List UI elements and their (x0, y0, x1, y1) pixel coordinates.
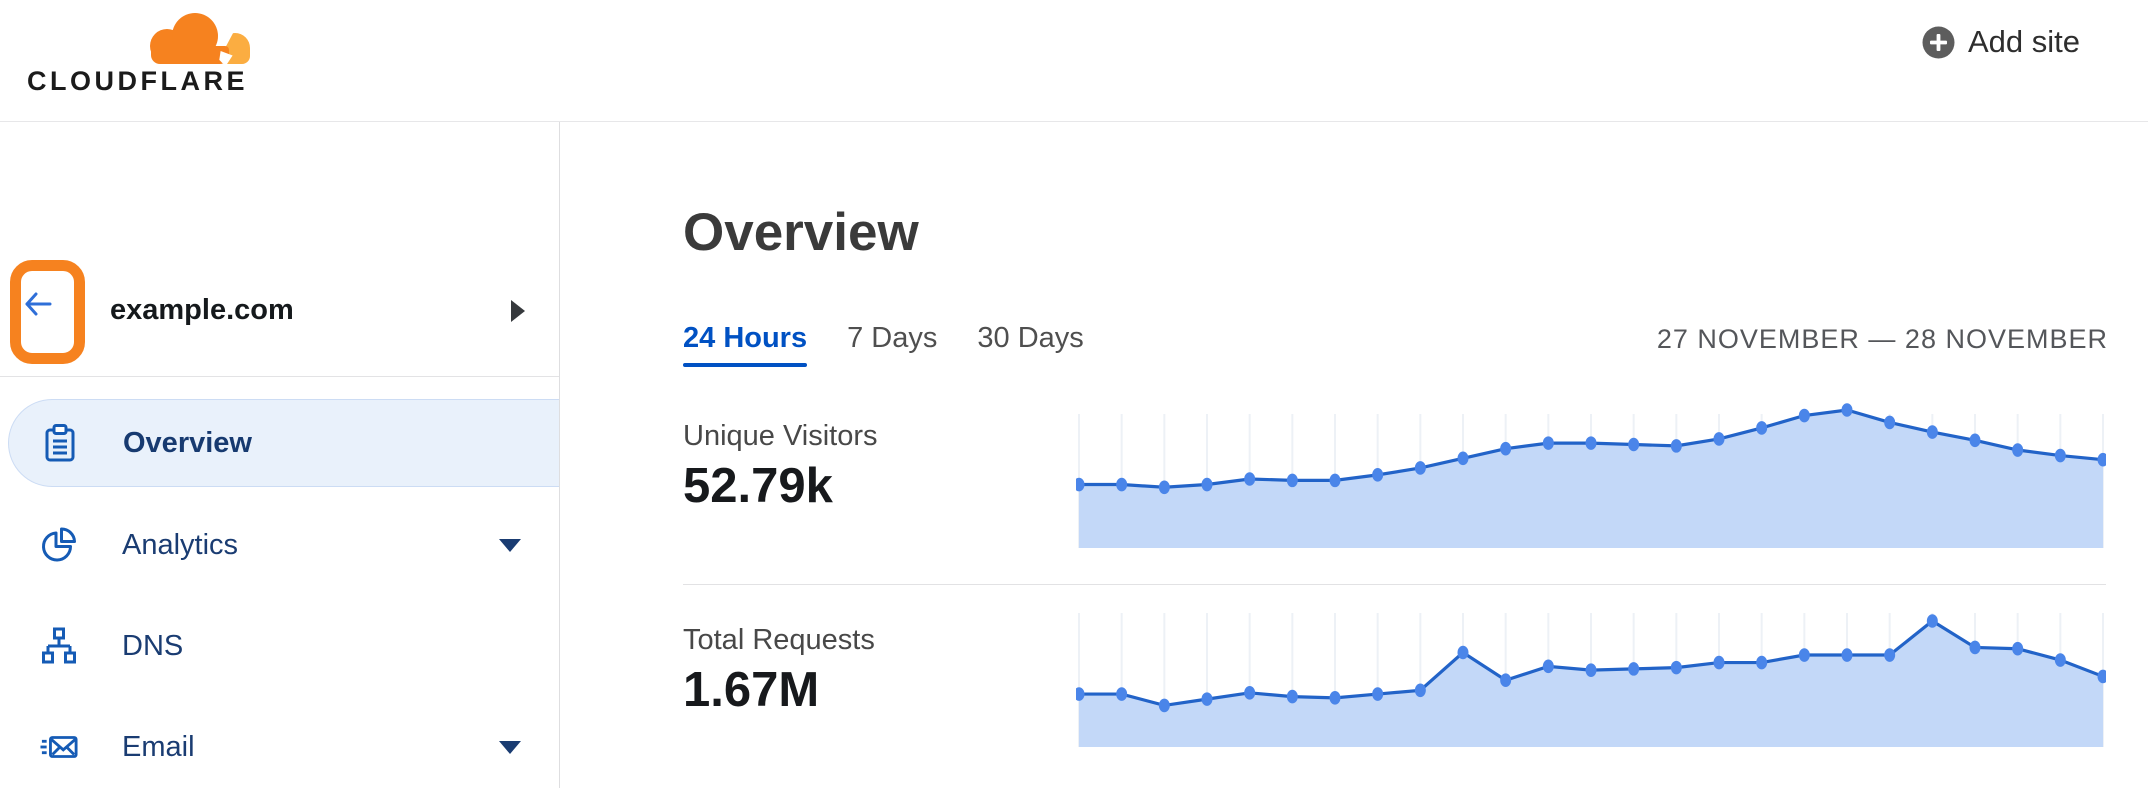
stat-value-unique-visitors: 52.79k (683, 459, 833, 513)
site-name: example.com (110, 294, 294, 326)
add-site-button[interactable]: Add site (1922, 22, 2080, 62)
stats-row-divider (683, 584, 2106, 585)
page-title: Overview (683, 203, 919, 262)
sidebar-item-label: Overview (123, 426, 252, 459)
top-header: CLOUDFLARE Add site (0, 0, 2148, 121)
total-requests-chart[interactable] (1076, 597, 2106, 747)
time-range-tabs: 24 Hours 7 Days 30 Days (683, 322, 1124, 367)
tab-24-hours[interactable]: 24 Hours (683, 322, 808, 367)
cloudflare-cloud-icon (150, 13, 250, 66)
sidebar-item-analytics[interactable]: Analytics (0, 501, 559, 589)
tab-30-days[interactable]: 30 Days (977, 322, 1084, 354)
tab-7-days[interactable]: 7 Days (847, 322, 938, 354)
header-divider (0, 121, 2148, 122)
cloudflare-wordmark: CLOUDFLARE (27, 66, 248, 96)
sidebar-item-label: DNS (122, 629, 184, 662)
sitemap-icon (40, 627, 78, 665)
sidebar: example.com Overview (0, 122, 560, 788)
sidebar-item-label: Email (122, 730, 195, 763)
clipboard-icon (41, 424, 79, 462)
stat-label-total-requests: Total Requests (683, 624, 875, 656)
sidebar-border (559, 122, 560, 788)
arrow-left-icon (25, 292, 52, 316)
stat-value-total-requests: 1.67M (683, 663, 820, 717)
site-switcher-row[interactable]: example.com (0, 244, 559, 377)
email-icon (40, 728, 78, 766)
cloudflare-logo[interactable]: CLOUDFLARE (27, 6, 259, 96)
chevron-right-icon[interactable] (511, 300, 525, 322)
add-site-label: Add site (1968, 24, 2081, 59)
sidebar-item-overview[interactable]: Overview (8, 399, 559, 487)
chevron-down-icon[interactable] (499, 740, 521, 754)
stat-label-unique-visitors: Unique Visitors (683, 420, 878, 452)
chevron-down-icon[interactable] (499, 538, 521, 552)
sidebar-item-email[interactable]: Email (0, 703, 559, 788)
plus-icon (1922, 26, 1955, 58)
unique-visitors-chart[interactable] (1076, 398, 2106, 548)
back-button[interactable] (14, 280, 62, 328)
pie-chart-icon (40, 526, 78, 564)
annotation-highlight (10, 260, 85, 364)
sidebar-item-label: Analytics (122, 528, 239, 561)
date-range-label: 27 NOVEMBER — 28 NOVEMBER (1656, 324, 2108, 354)
sidebar-item-dns[interactable]: DNS (0, 602, 559, 690)
